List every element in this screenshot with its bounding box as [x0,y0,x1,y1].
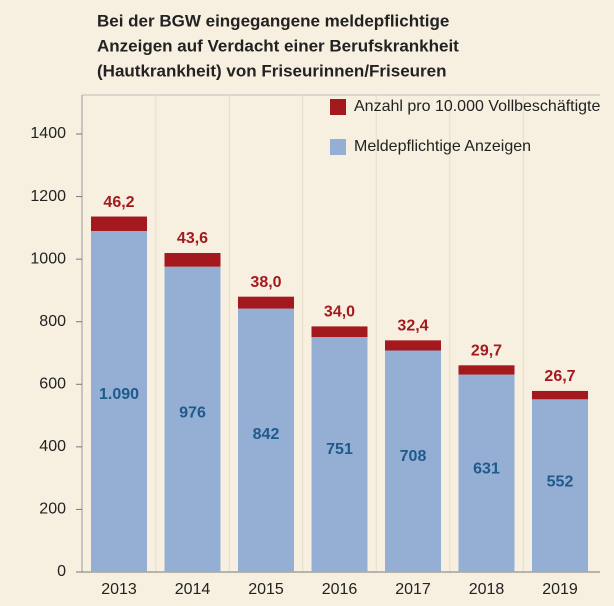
bar-segment [164,266,221,572]
bar-segment [458,374,515,572]
chart-title: Bei der BGW eingegangene meldepflichtige [97,11,449,30]
x-tick-label: 2014 [175,581,211,598]
data-label: 1.090 [99,386,139,403]
y-tick-label: 1200 [30,188,66,205]
bar-segment [238,308,294,572]
data-label: 842 [253,426,280,443]
legend-label: Anzahl pro 10.000 Vollbeschäftigte [354,98,601,115]
x-tick-label: 2015 [248,581,284,598]
x-tick-label: 2018 [469,581,505,598]
chart-title: (Hautkrankheit) von Friseurinnen/Friseur… [97,61,447,80]
y-tick-label: 200 [39,501,66,518]
data-label: 976 [179,404,206,421]
bar-segment [238,296,294,309]
data-label: 43,6 [177,230,208,247]
bar-segment [532,390,588,400]
x-tick-label: 2013 [101,581,137,598]
bar-segment [91,230,147,572]
y-tick-label: 800 [39,313,66,330]
x-tick-label: 2017 [395,581,431,598]
bar-segment [164,253,221,267]
bar-segment [311,326,368,338]
bar-segment [385,340,441,351]
legend-label: Meldepflichtige Anzeigen [354,138,531,155]
y-tick-label: 400 [39,438,66,455]
y-tick-label: 600 [39,376,66,393]
bar-segment [532,399,588,572]
legend-swatch [330,99,346,115]
bar-segment [311,337,368,572]
y-tick-label: 0 [57,563,66,580]
bar-segment [458,365,515,375]
data-label: 29,7 [471,343,502,360]
legend-swatch [330,139,346,155]
data-label: 631 [473,461,500,478]
chart-title: Anzeigen auf Verdacht einer Berufskrankh… [97,36,459,55]
x-tick-label: 2019 [542,581,578,598]
data-label: 34,0 [324,304,355,321]
data-label: 32,4 [397,318,428,335]
data-label: 751 [326,441,353,458]
bar-segment [91,216,147,231]
data-label: 708 [400,448,427,465]
y-tick-label: 1000 [30,250,66,267]
data-label: 46,2 [103,194,134,211]
x-tick-label: 2016 [322,581,358,598]
data-label: 38,0 [250,274,281,291]
data-label: 552 [547,473,574,490]
bar-segment [385,350,441,572]
data-label: 26,7 [544,368,575,385]
y-tick-label: 1400 [30,125,66,142]
